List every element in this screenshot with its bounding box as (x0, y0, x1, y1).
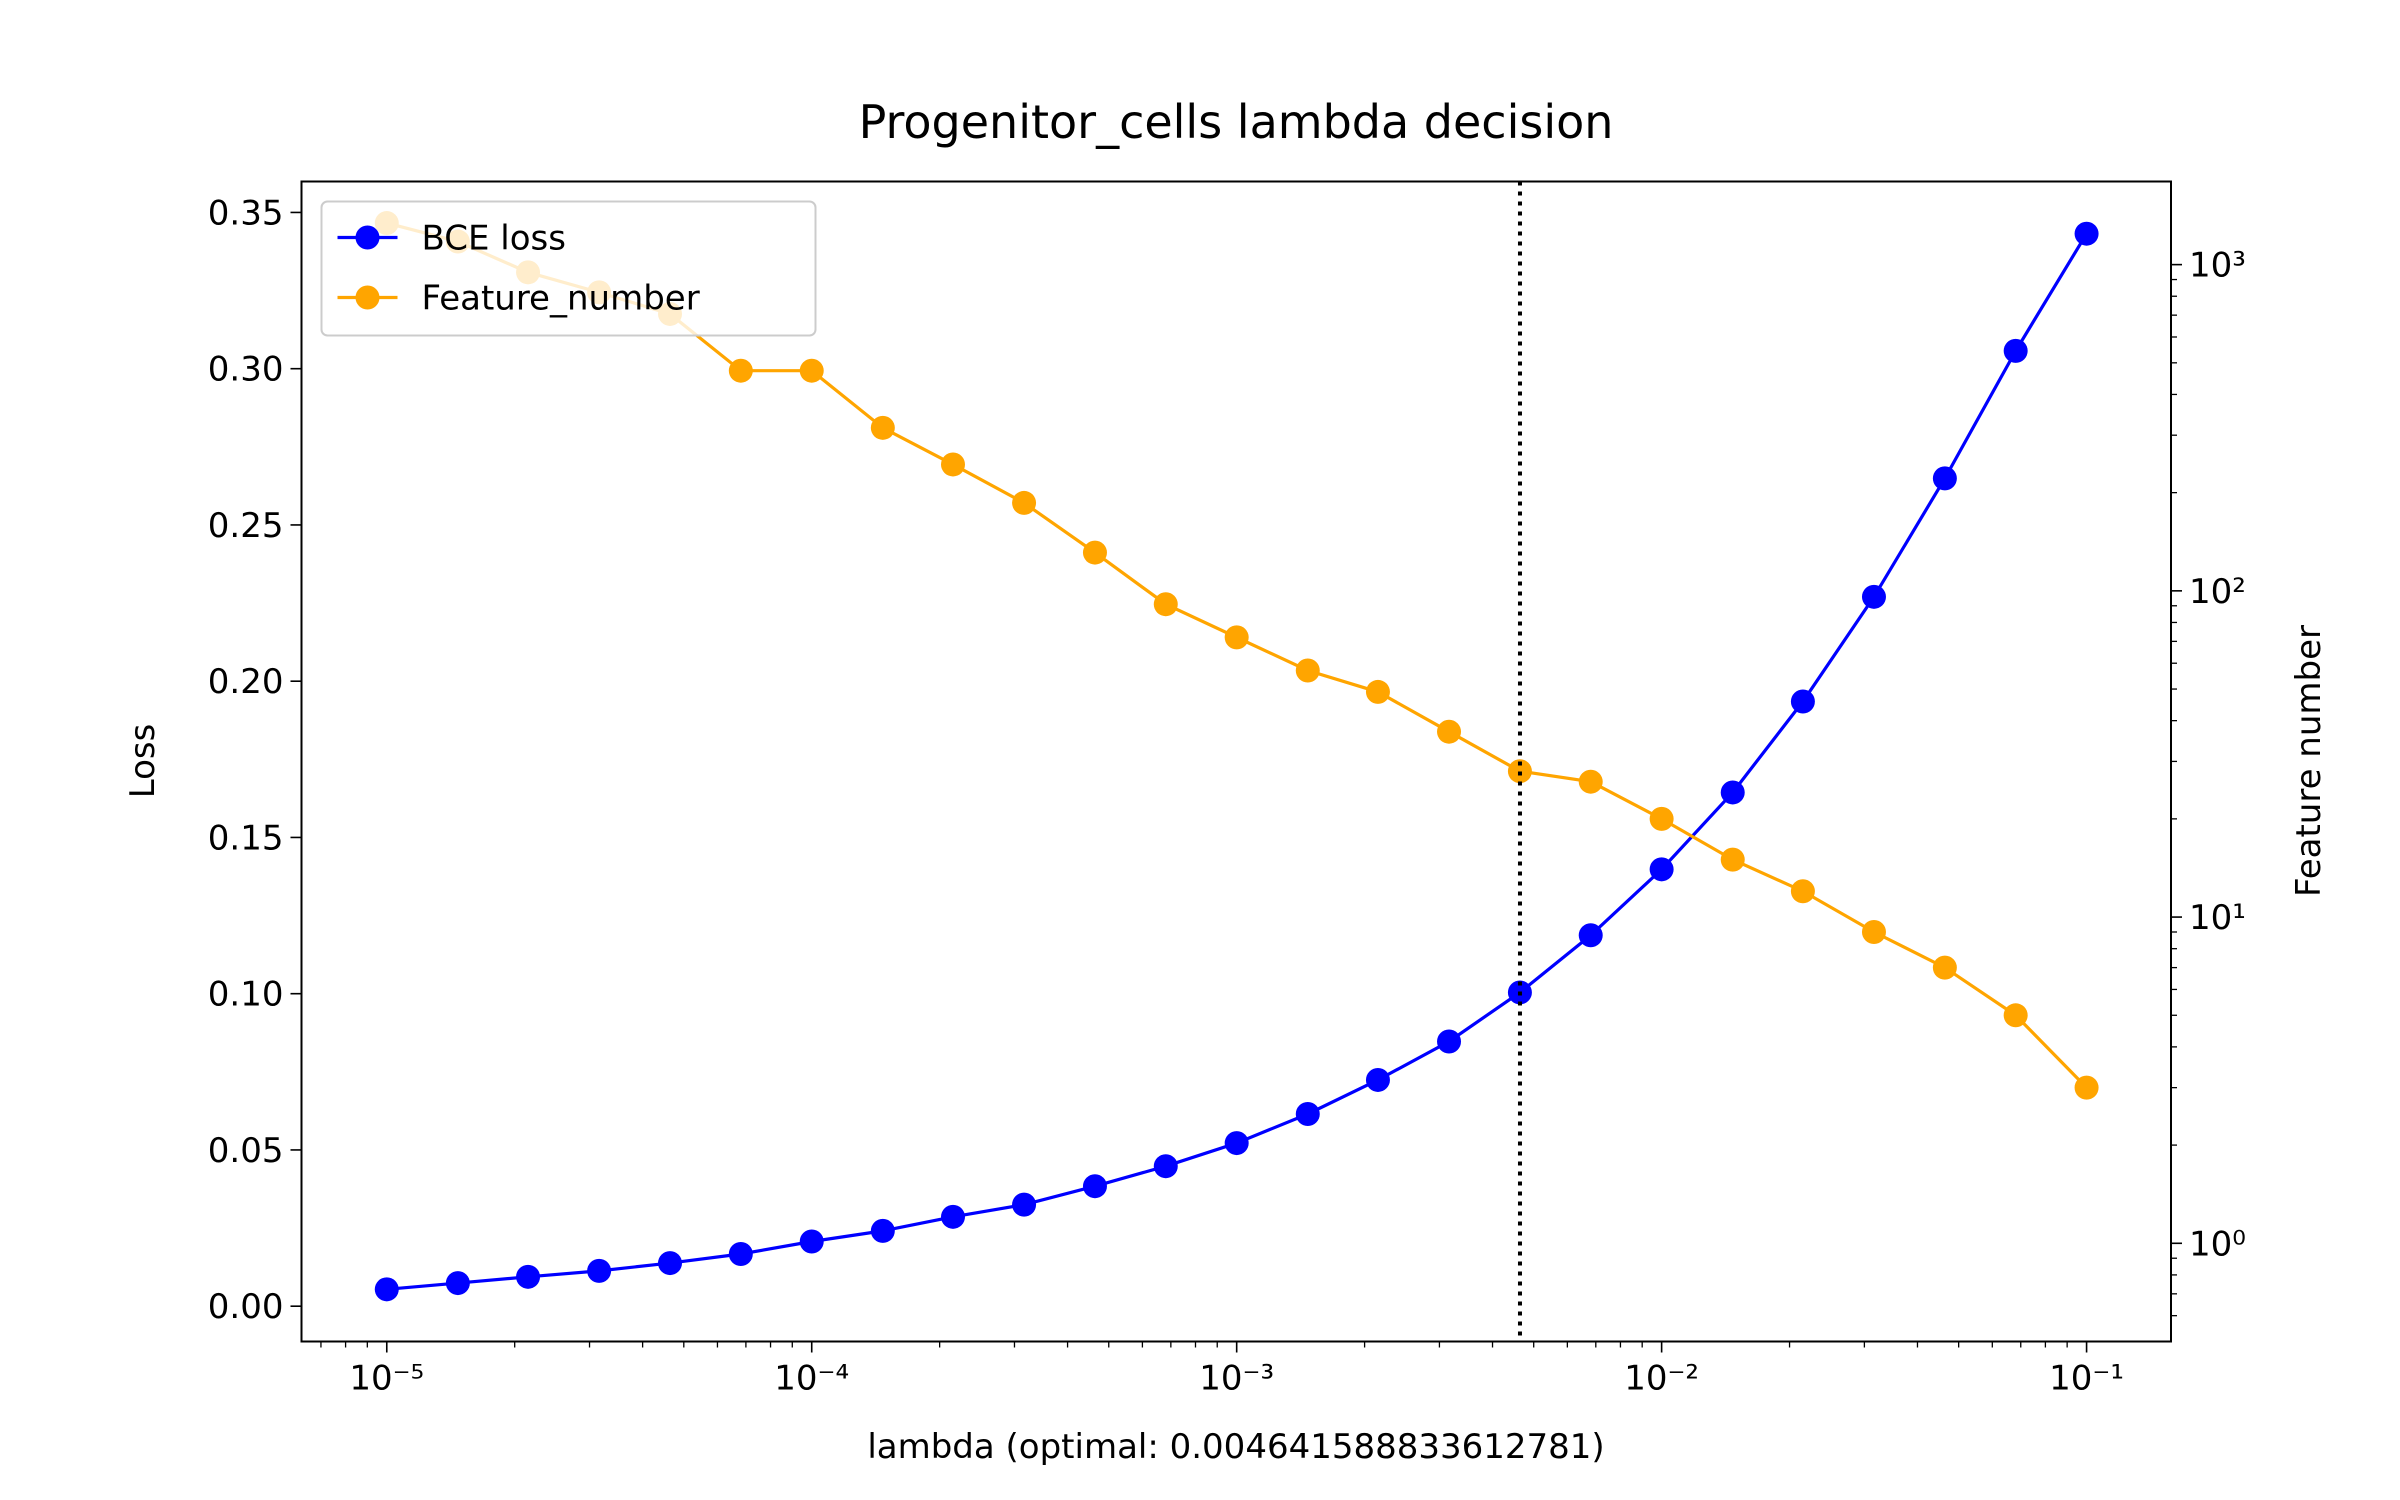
series-marker (1720, 780, 1745, 805)
x-tick-label: 10⁻³ (1199, 1359, 1274, 1399)
series-marker (940, 1204, 965, 1229)
series-marker (1437, 719, 1462, 744)
series-marker (799, 1229, 824, 1254)
y2-tick-label: 10¹ (2189, 898, 2246, 938)
series-marker (870, 1218, 895, 1243)
series-marker (2074, 221, 2099, 246)
series-marker (2074, 1075, 2099, 1100)
series-marker (1649, 857, 1674, 882)
y-axis-label: Loss (123, 724, 163, 799)
legend-label: Feature_number (422, 279, 700, 319)
series-marker (1365, 679, 1390, 704)
series-marker (1861, 584, 1886, 609)
legend-label: BCE loss (422, 219, 566, 259)
series-marker (1295, 1102, 1320, 1126)
series-marker (1932, 466, 1957, 491)
series-marker (799, 358, 824, 383)
x-tick-label: 10⁻¹ (2049, 1359, 2124, 1399)
series-marker (728, 358, 753, 383)
x-tick-label: 10⁻⁴ (774, 1359, 849, 1399)
y-tick-label: 0.05 (208, 1131, 284, 1171)
series-line (386, 221, 2088, 1089)
series-marker (940, 452, 965, 477)
y-tick-label: 0.15 (208, 818, 284, 858)
series-marker (1720, 847, 1745, 872)
legend-box (320, 200, 817, 337)
series-marker (1578, 923, 1603, 948)
series-marker (1082, 540, 1107, 565)
series-marker (587, 1258, 612, 1283)
series-marker (658, 1251, 683, 1276)
series-marker (1012, 1192, 1037, 1217)
series-marker (1082, 1174, 1107, 1199)
series-marker (1861, 919, 1886, 944)
x-axis-label: lambda (optimal: 0.004641588833612781) (867, 1427, 1604, 1467)
y-tick-label: 0.10 (208, 975, 284, 1015)
chart-title: Progenitor_cells lambda decision (859, 95, 1614, 149)
series-marker (1790, 879, 1815, 904)
y-tick-label: 0.35 (208, 193, 284, 233)
series-marker (2003, 338, 2028, 363)
series-marker (374, 1277, 399, 1302)
series-marker (1365, 1067, 1390, 1092)
series-marker (445, 1271, 470, 1296)
legend-marker (355, 225, 380, 250)
series-marker (1012, 490, 1037, 515)
y-tick-label: 0.25 (208, 506, 284, 546)
series-marker (1932, 955, 1957, 980)
series-marker (1507, 759, 1532, 784)
series-marker (1224, 625, 1249, 650)
x-tick-label: 10⁻² (1624, 1359, 1699, 1399)
y2-axis-label: Feature number (2289, 625, 2329, 897)
series-marker (728, 1242, 753, 1266)
series-marker (516, 1264, 541, 1289)
y-tick-label: 0.00 (208, 1287, 284, 1327)
series-marker (1790, 689, 1815, 714)
series-marker (1578, 769, 1603, 794)
series-marker (1437, 1029, 1462, 1054)
y-tick-label: 0.30 (208, 350, 284, 390)
y2-tick-label: 10⁰ (2189, 1224, 2246, 1264)
series-marker (2003, 1003, 2028, 1028)
y2-tick-label: 10² (2189, 572, 2246, 612)
y-tick-label: 0.20 (208, 662, 284, 702)
y2-tick-label: 10³ (2189, 246, 2246, 286)
series-marker (1649, 806, 1674, 831)
series-marker (1224, 1131, 1249, 1156)
series-marker (1153, 592, 1178, 617)
series-marker (1295, 658, 1320, 683)
series-marker (870, 415, 895, 440)
series-marker (1153, 1154, 1178, 1179)
legend-marker (355, 285, 380, 310)
series-line (386, 232, 2088, 1291)
x-tick-label: 10⁻⁵ (349, 1359, 424, 1399)
plot-frame (300, 180, 2172, 1343)
